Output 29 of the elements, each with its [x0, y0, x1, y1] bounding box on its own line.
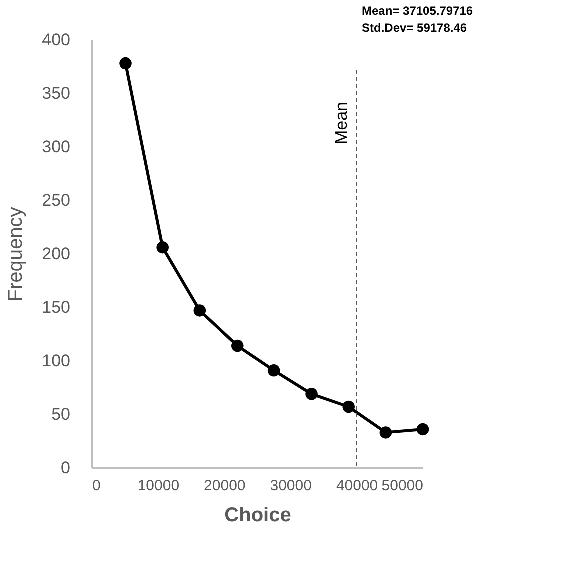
- text: Mean= 37105.79716: [362, 4, 474, 18]
- point: [120, 57, 132, 70]
- x-tick-label: 40000: [336, 478, 378, 494]
- y-tick-label: 250: [42, 191, 70, 210]
- y-tick-label: 50: [52, 405, 70, 424]
- y-tick-label: 350: [42, 84, 70, 103]
- x-tick-label: 30000: [270, 478, 312, 494]
- y-tick-label: 400: [42, 30, 70, 50]
- point: [232, 340, 244, 352]
- y-tick-label: 150: [42, 298, 70, 317]
- point: [156, 241, 169, 254]
- text: Std.Dev= 59178.46: [362, 21, 468, 35]
- x-tick-label: 0: [92, 478, 101, 494]
- y-tick-label: 0: [61, 458, 70, 478]
- ref-line-label: Mean: [332, 102, 351, 145]
- y-axis-title: Frequency: [5, 207, 28, 302]
- y-tick-label: 100: [42, 352, 70, 370]
- y-tick-label: 300: [42, 138, 70, 156]
- point: [306, 388, 318, 400]
- point: [380, 426, 392, 439]
- point: [268, 364, 280, 377]
- x-tick-label: 10000: [138, 478, 180, 494]
- x-axis-title: Choice: [224, 504, 292, 526]
- point: [194, 304, 206, 317]
- x-tick-label: 50000: [382, 478, 424, 494]
- point: [342, 400, 355, 414]
- point: [416, 423, 430, 436]
- x-tick-label: 20000: [204, 478, 246, 494]
- y-tick-label: 200: [42, 244, 70, 264]
